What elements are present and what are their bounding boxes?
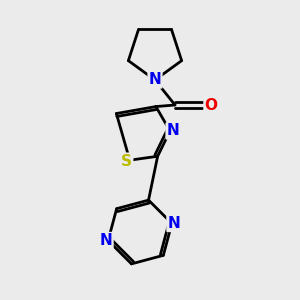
Text: O: O xyxy=(205,98,218,112)
Text: S: S xyxy=(121,154,132,169)
Text: N: N xyxy=(148,73,161,88)
Text: N: N xyxy=(100,233,112,248)
Text: N: N xyxy=(167,124,179,139)
Text: N: N xyxy=(167,216,180,231)
